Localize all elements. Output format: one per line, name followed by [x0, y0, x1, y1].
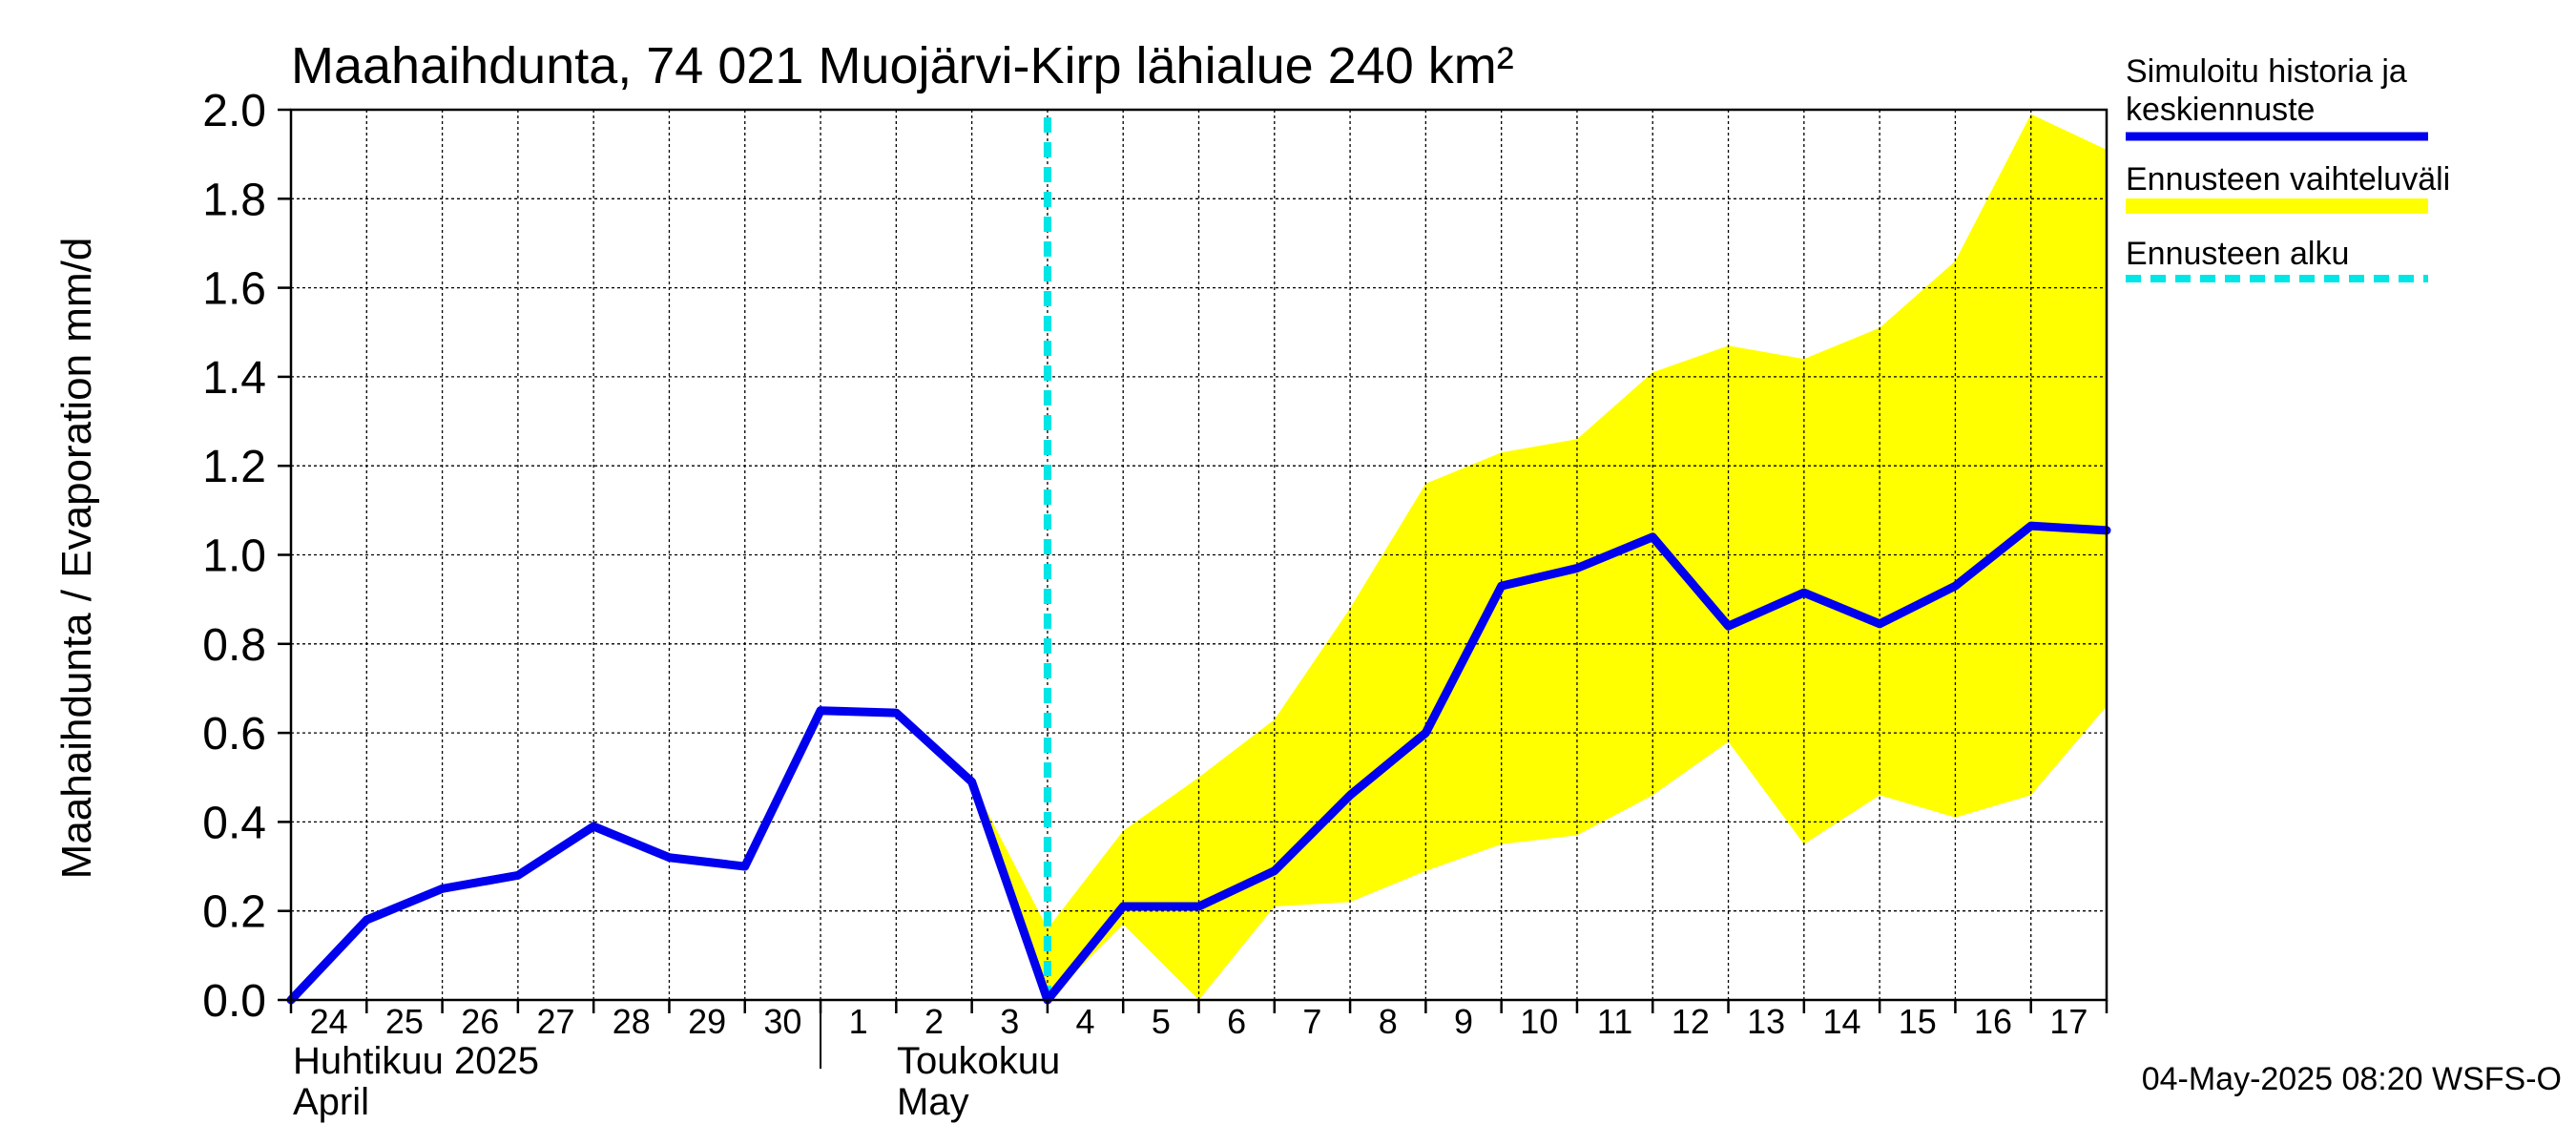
x-tick-label: 25 — [385, 1002, 424, 1041]
legend-label-series-line1: Simuloitu historia ja — [2126, 53, 2407, 90]
y-tick-label: 2.0 — [202, 86, 266, 136]
series-line-simulated — [286, 521, 2111, 1005]
footer-timestamp: 04-May-2025 08:20 WSFS-O — [2142, 1061, 2562, 1097]
x-tick-label: 6 — [1227, 1002, 1246, 1041]
y-tick-label: 0.2 — [202, 887, 266, 938]
x-tick-label: 1 — [849, 1002, 868, 1041]
x-tick-label: 12 — [1672, 1002, 1710, 1041]
y-axis-label: Maahaihdunta / Evaporation mm/d — [53, 238, 100, 880]
y-tick-label: 1.2 — [202, 442, 266, 492]
y-tick-label: 1.4 — [202, 353, 266, 404]
month-label-may-fi: Toukokuu — [897, 1040, 1060, 1082]
legend-label-forecast-start: Ennusteen alku — [2126, 236, 2349, 272]
x-tick-label: 27 — [536, 1002, 574, 1041]
x-tick-label: 5 — [1152, 1002, 1171, 1041]
chart-title: Maahaihdunta, 74 021 Muojärvi-Kirp lähia… — [291, 37, 1514, 94]
legend: Simuloitu historia ja keskiennuste Ennus… — [2126, 53, 2450, 282]
x-tick-label: 4 — [1076, 1002, 1095, 1041]
x-tick-label: 10 — [1520, 1002, 1558, 1041]
x-tick-label: 7 — [1302, 1002, 1321, 1041]
legend-label-band: Ennusteen vaihteluväli — [2126, 161, 2450, 198]
month-label-may-en: May — [897, 1081, 969, 1123]
y-tick-label: 0.4 — [202, 798, 266, 848]
x-tick-label: 11 — [1597, 1002, 1632, 1041]
legend-label-series-line2: keskiennuste — [2126, 92, 2315, 128]
x-tick-label: 3 — [1000, 1002, 1019, 1041]
month-label-april-fi: Huhtikuu 2025 — [293, 1040, 539, 1082]
month-label-april-en: April — [293, 1081, 369, 1123]
x-tick-label: 8 — [1379, 1002, 1398, 1041]
y-tick-label: 0.6 — [202, 709, 266, 760]
x-tick-label: 16 — [1974, 1002, 2012, 1041]
y-tick-label: 0.8 — [202, 620, 266, 671]
x-tick-label: 30 — [763, 1002, 801, 1041]
y-tick-label: 1.6 — [202, 264, 266, 315]
x-tick-label: 17 — [2049, 1002, 2088, 1041]
forecast-range-layer — [971, 114, 2107, 1001]
x-tick-label: 2 — [924, 1002, 944, 1041]
y-tick-label: 1.8 — [202, 175, 266, 225]
x-tick-label: 26 — [461, 1002, 499, 1041]
x-tick-label: 29 — [688, 1002, 726, 1041]
axes-layer: 0.00.20.40.60.81.01.21.41.61.82.024 25 26 2… — [202, 86, 2109, 1069]
y-tick-label: 0.0 — [202, 976, 266, 1027]
forecast-range-band — [971, 114, 2107, 1001]
y-tick-label: 1.0 — [202, 531, 266, 582]
grid-layer — [291, 110, 2107, 1000]
x-tick-label: 14 — [1822, 1002, 1860, 1041]
x-tick-label: 15 — [1899, 1002, 1937, 1041]
x-tick-label: 13 — [1747, 1002, 1785, 1041]
x-tick-label: 24 — [310, 1002, 348, 1041]
x-tick-label: 9 — [1454, 1002, 1473, 1041]
x-tick-label: 28 — [613, 1002, 651, 1041]
series-layer — [286, 521, 2111, 1005]
